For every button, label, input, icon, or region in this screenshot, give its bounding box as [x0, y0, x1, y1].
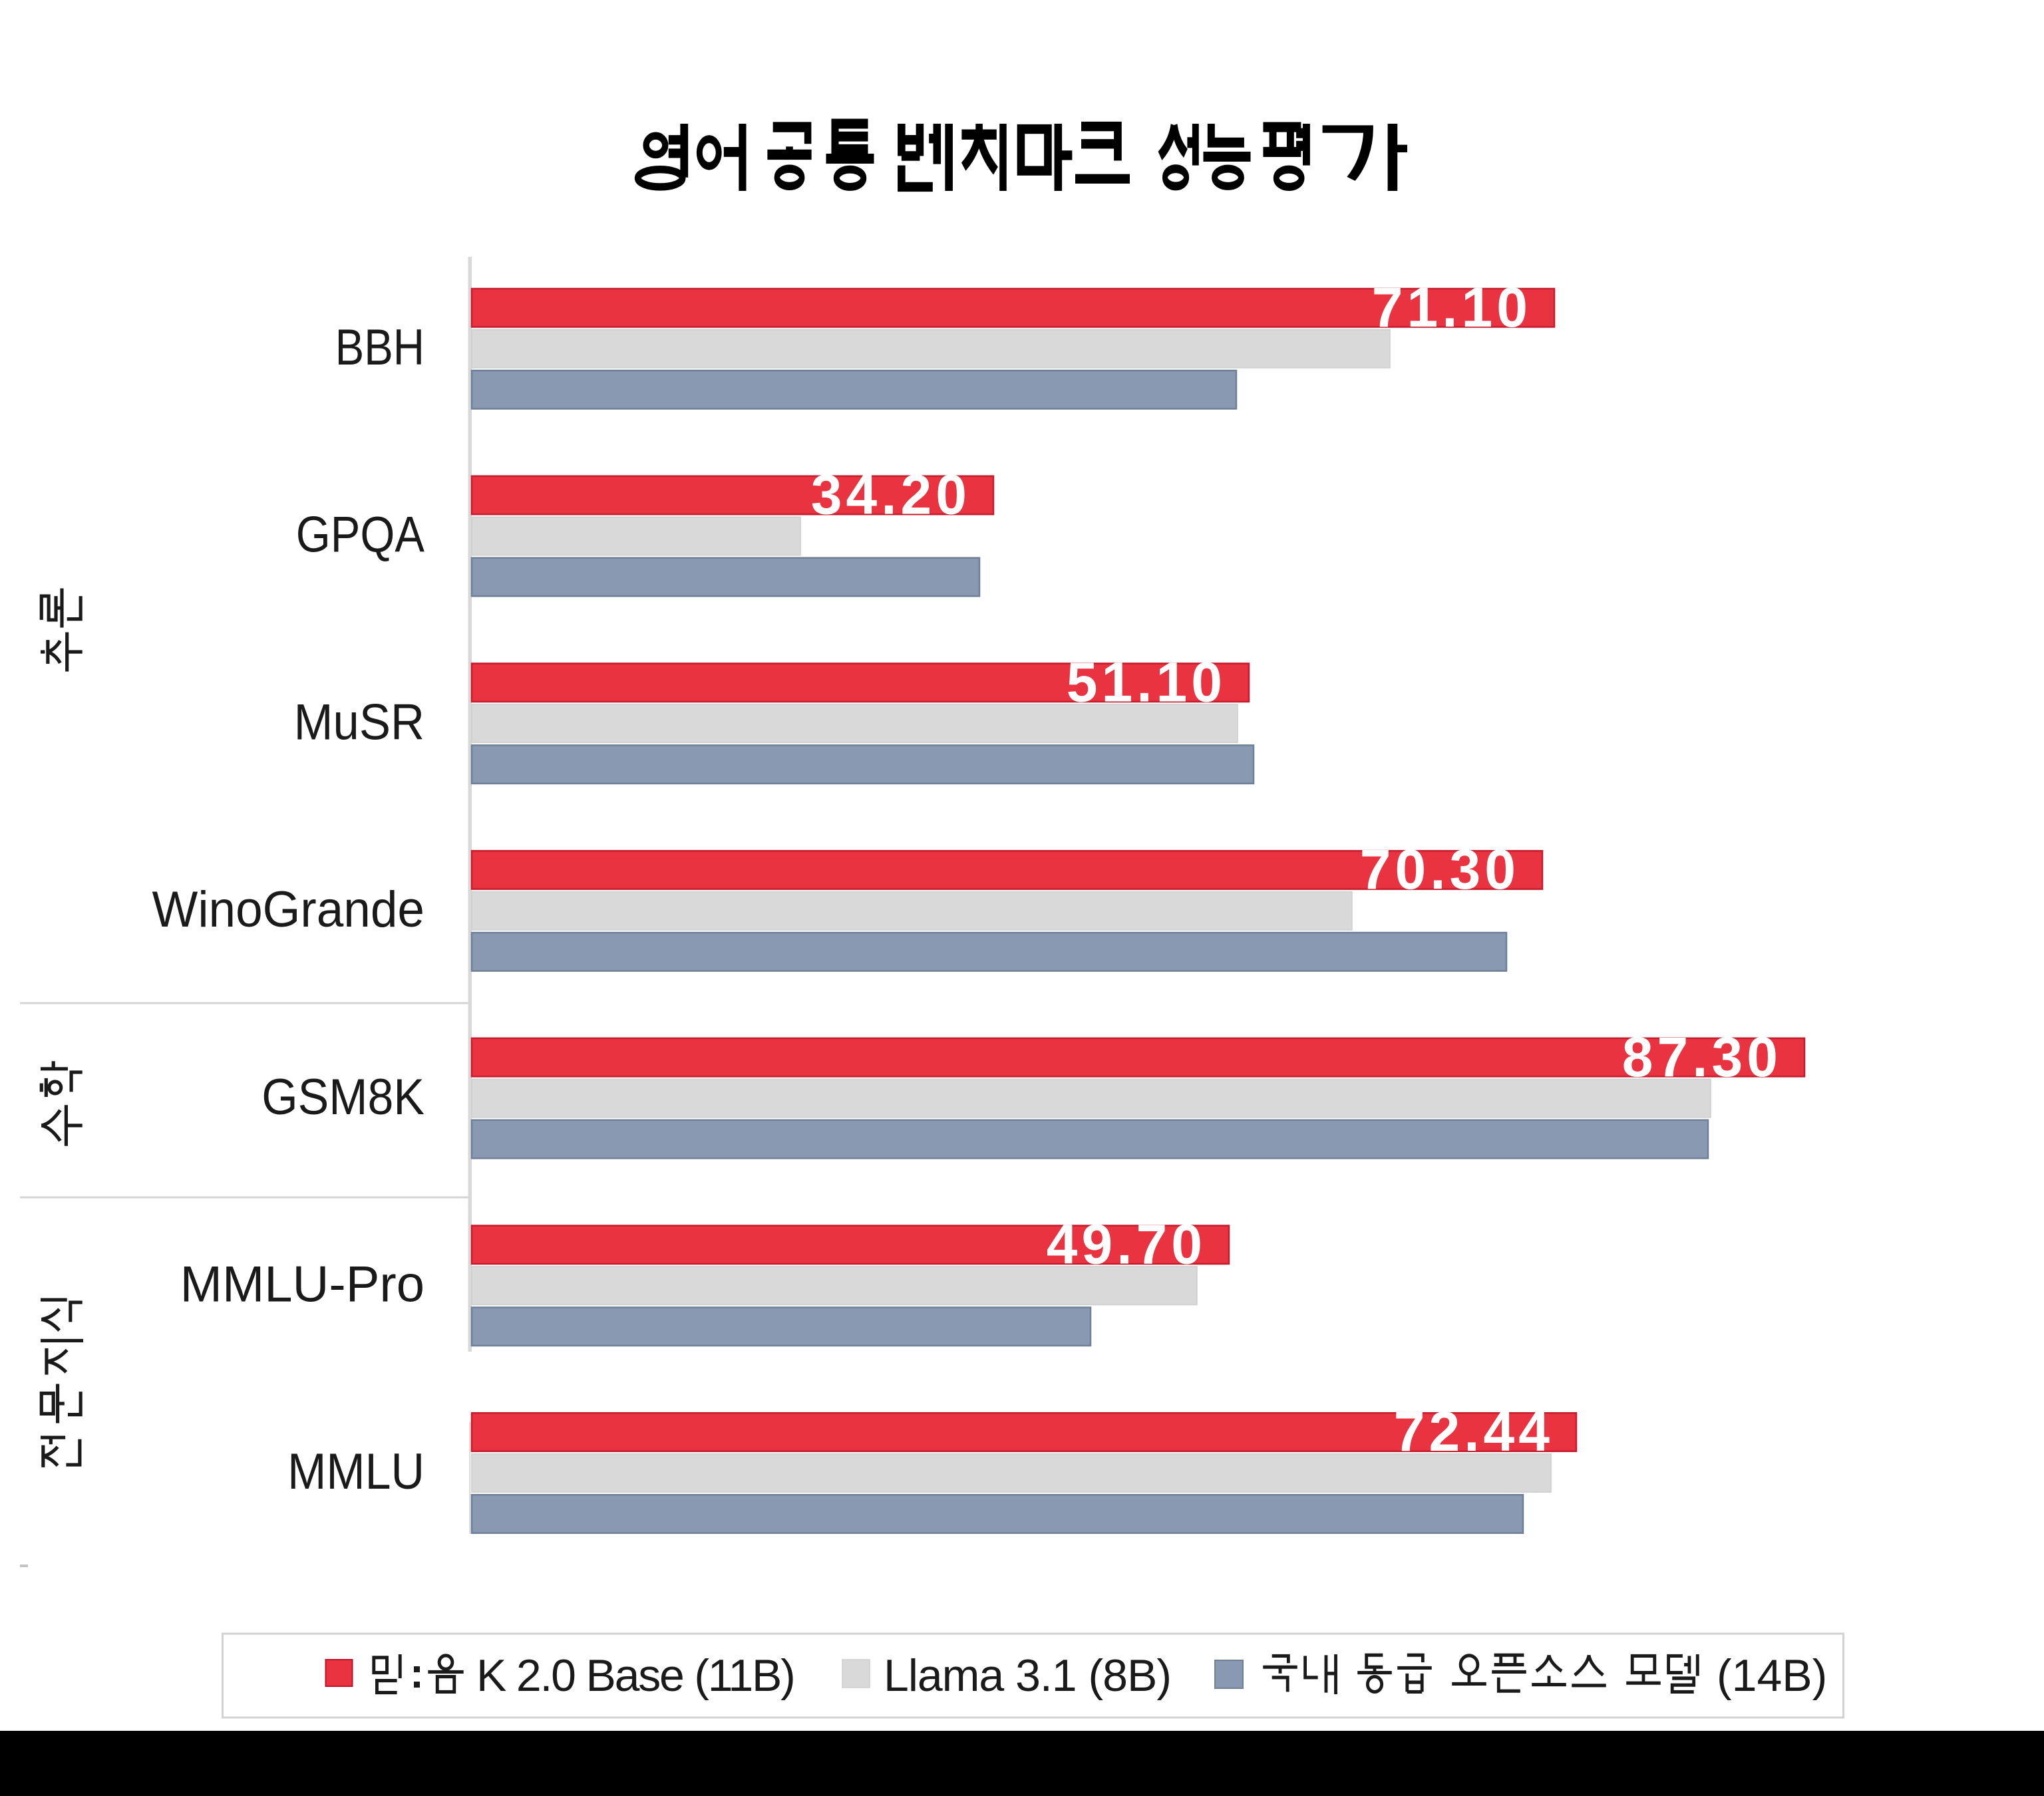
- svg-text:72.44: 72.44: [1394, 1400, 1554, 1463]
- svg-text:GPQA: GPQA: [296, 507, 425, 563]
- svg-text:K 2.0 Base (11B): K 2.0 Base (11B): [476, 1650, 794, 1701]
- svg-text:70.30: 70.30: [1360, 838, 1520, 901]
- svg-text:51.10: 51.10: [1067, 651, 1226, 713]
- svg-text:(14B): (14B): [1717, 1650, 1827, 1701]
- svg-text:49.70: 49.70: [1047, 1213, 1206, 1276]
- svg-text:GSM8K: GSM8K: [261, 1069, 425, 1125]
- svg-text:WinoGrande: WinoGrande: [152, 881, 425, 938]
- svg-text:87.30: 87.30: [1622, 1026, 1782, 1088]
- svg-text:BBH: BBH: [335, 319, 425, 376]
- svg-text:MuSR: MuSR: [294, 694, 425, 750]
- svg-text:34.20: 34.20: [811, 464, 971, 526]
- svg-text:MMLU-Pro: MMLU-Pro: [180, 1257, 425, 1313]
- svg-text:71.10: 71.10: [1372, 276, 1532, 339]
- svg-text:MMLU: MMLU: [287, 1444, 425, 1500]
- svg-text:Llama 3.1 (8B): Llama 3.1 (8B): [884, 1650, 1171, 1701]
